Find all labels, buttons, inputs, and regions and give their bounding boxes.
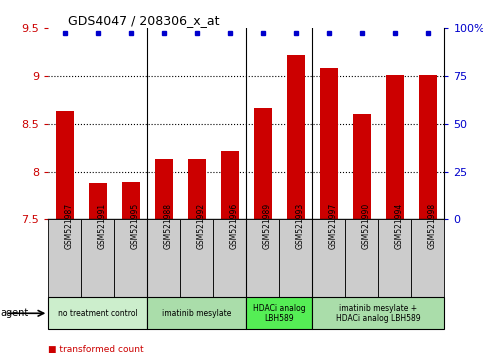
Text: GDS4047 / 208306_x_at: GDS4047 / 208306_x_at <box>68 14 220 27</box>
Bar <box>213 219 246 297</box>
Bar <box>320 68 338 219</box>
Bar <box>122 182 140 219</box>
Bar <box>279 219 313 297</box>
Bar <box>353 114 371 219</box>
Text: GSM521996: GSM521996 <box>230 202 239 249</box>
Bar <box>48 297 147 329</box>
Bar <box>180 219 213 297</box>
Text: GSM521987: GSM521987 <box>65 202 74 249</box>
Text: ■ transformed count: ■ transformed count <box>48 345 144 354</box>
Bar <box>419 75 437 219</box>
Bar <box>114 219 147 297</box>
Bar <box>188 159 206 219</box>
Bar <box>81 219 114 297</box>
Bar <box>386 75 404 219</box>
Text: GSM521992: GSM521992 <box>197 202 206 249</box>
Text: GSM521994: GSM521994 <box>395 202 404 249</box>
Bar <box>378 219 412 297</box>
Bar <box>147 219 180 297</box>
Text: GSM521991: GSM521991 <box>98 202 107 249</box>
Bar <box>56 112 74 219</box>
Bar <box>221 151 239 219</box>
Bar <box>147 297 246 329</box>
Text: GSM521997: GSM521997 <box>329 202 338 249</box>
Bar <box>48 219 81 297</box>
Text: GSM521989: GSM521989 <box>263 202 272 249</box>
Text: GSM521995: GSM521995 <box>131 202 140 249</box>
Bar <box>246 297 313 329</box>
Bar <box>287 55 305 219</box>
Bar <box>254 108 272 219</box>
Bar <box>89 183 107 219</box>
Text: GSM521993: GSM521993 <box>296 202 305 249</box>
Text: no treatment control: no treatment control <box>58 309 138 318</box>
Bar <box>313 297 444 329</box>
Text: GSM521998: GSM521998 <box>428 202 437 249</box>
Text: HDACi analog
LBH589: HDACi analog LBH589 <box>253 304 306 323</box>
Bar <box>246 219 279 297</box>
Text: agent: agent <box>0 308 28 318</box>
Text: GSM521988: GSM521988 <box>164 203 173 249</box>
Text: GSM521990: GSM521990 <box>362 202 371 249</box>
Text: imatinib mesylate: imatinib mesylate <box>162 309 231 318</box>
Bar <box>155 159 173 219</box>
Bar <box>412 219 444 297</box>
Bar <box>345 219 378 297</box>
Text: imatinib mesylate +
HDACi analog LBH589: imatinib mesylate + HDACi analog LBH589 <box>336 304 421 323</box>
Bar <box>313 219 345 297</box>
